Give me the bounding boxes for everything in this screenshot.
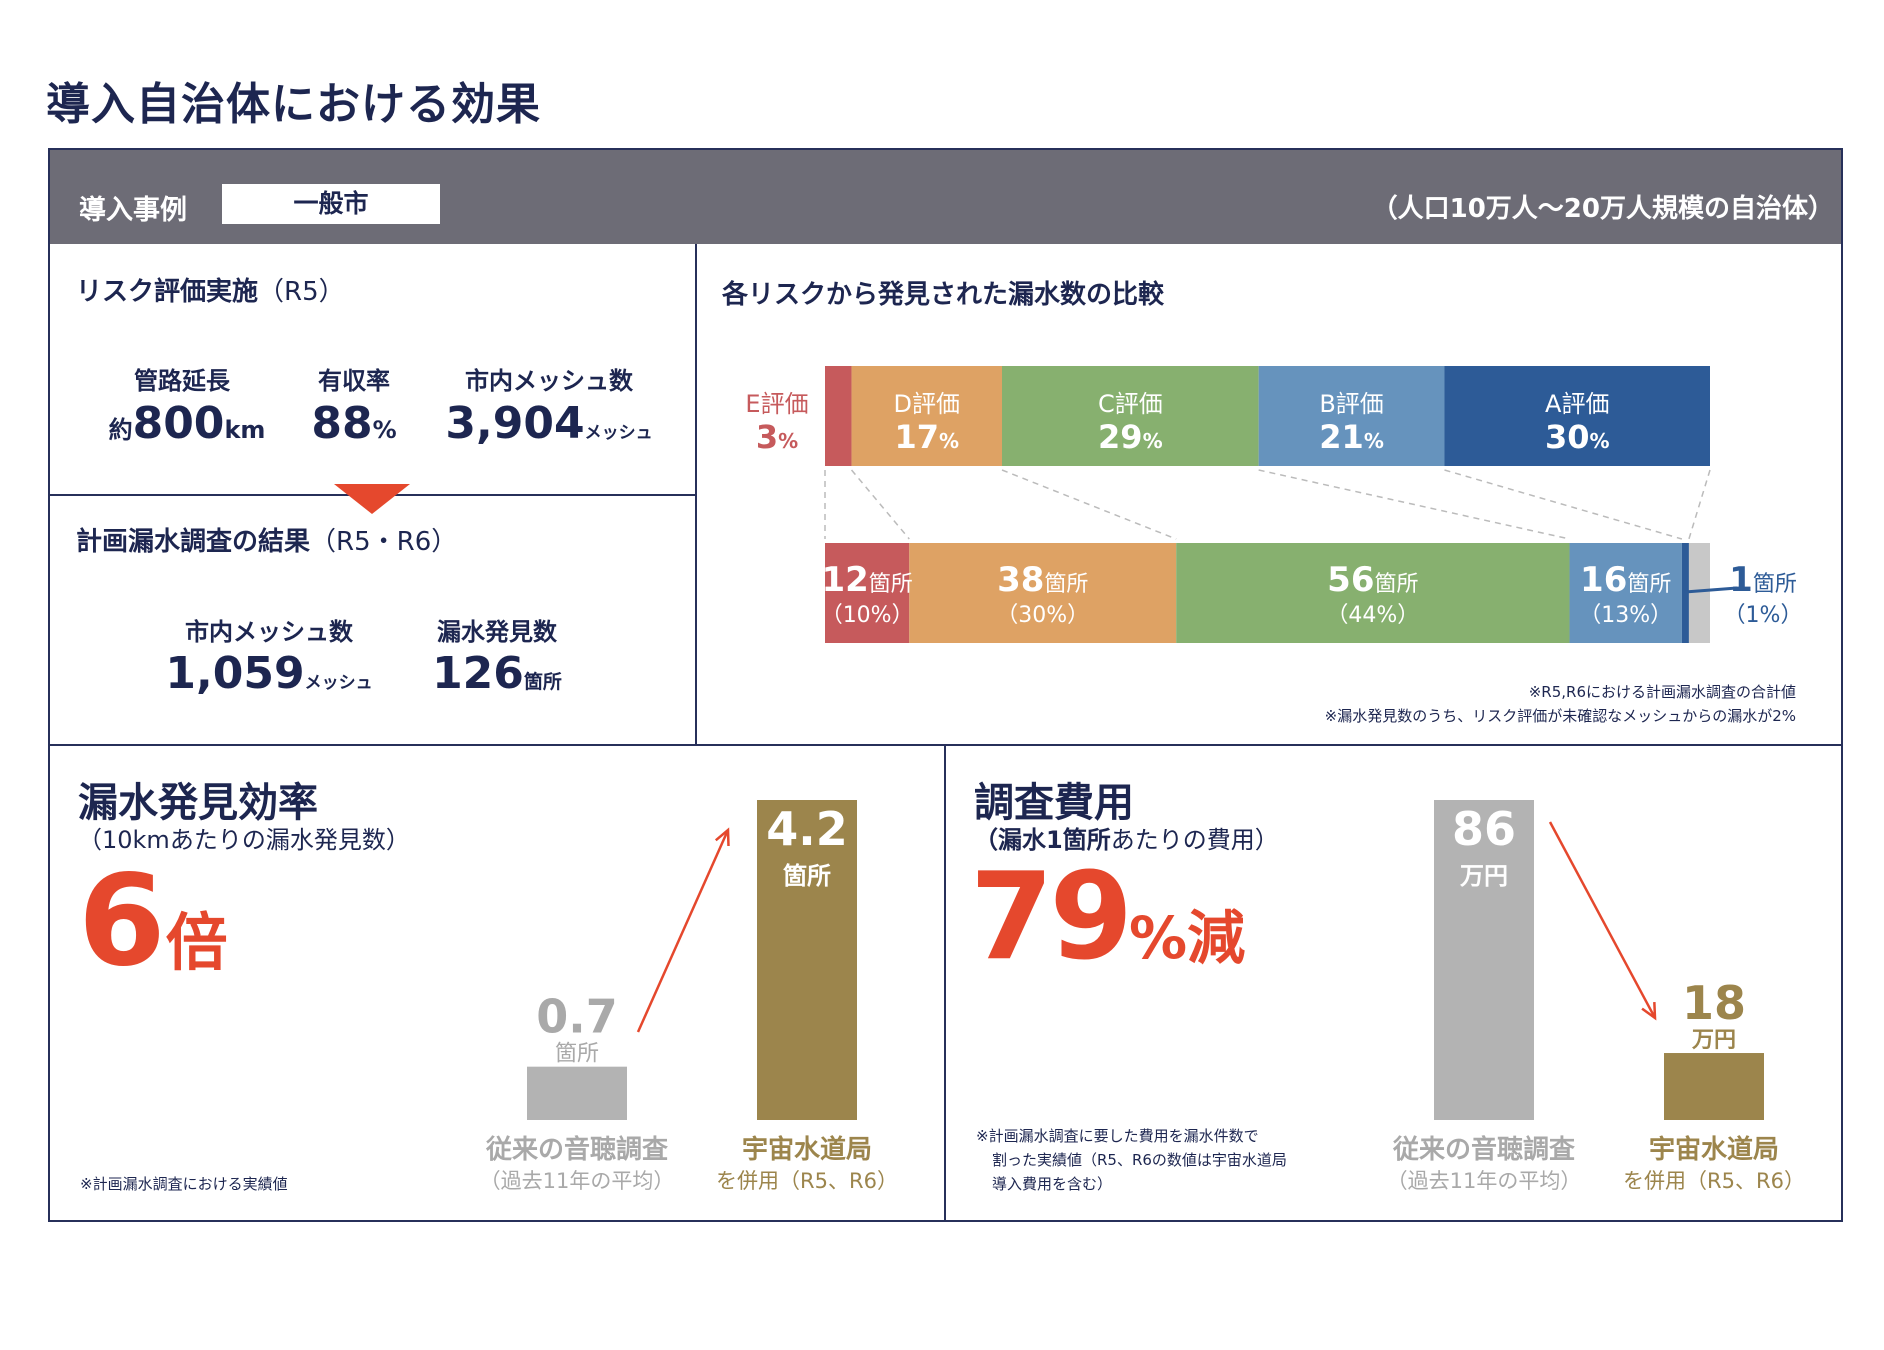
bar-unit-1: 万円 xyxy=(1691,1028,1736,1053)
risk-label-B評価: B評価 xyxy=(1319,390,1383,418)
stat-label-revenue-rate: 有収率 xyxy=(318,367,390,395)
bar-1 xyxy=(757,800,857,1120)
trend-arrow-head xyxy=(1641,1001,1657,1021)
connector-line xyxy=(1688,469,1711,540)
risk-label-D評価: D評価 xyxy=(894,390,960,418)
connector-line xyxy=(1001,469,1177,540)
trend-arrow-line xyxy=(636,829,730,1033)
risk-segment-D評価 xyxy=(851,366,1002,466)
leak-count-2: 56箇所 xyxy=(1327,560,1418,600)
comparison-note-1: ※R5,R6における計画漏水調査の合計値 xyxy=(1528,683,1796,701)
bar-sublabel-1: を併用（R5、R6） xyxy=(1623,1169,1805,1193)
bar-0 xyxy=(1434,800,1534,1120)
leak-segment-3 xyxy=(1569,543,1682,643)
leak-count-0: 12箇所 xyxy=(821,560,912,600)
bar-category-0: 従来の音聴調査 xyxy=(485,1134,668,1165)
risk-segment-C評価 xyxy=(1002,366,1259,466)
leak-count-4: 1箇所 xyxy=(1729,560,1797,600)
city-badge: 一般市 xyxy=(222,184,440,224)
leak-segment-0 xyxy=(825,543,910,643)
survey-title: 計画漏水調査の結果（R5・R6） xyxy=(76,527,458,557)
leak-count-3: 16箇所 xyxy=(1580,560,1671,600)
bar-1 xyxy=(1664,1053,1764,1120)
cost-title: 調査費用 xyxy=(974,780,1134,826)
risk-label-A評価: A評価 xyxy=(1545,390,1609,418)
bar-category-0: 従来の音聴調査 xyxy=(1392,1134,1575,1165)
leak-segment-unconfirmed xyxy=(1688,543,1710,643)
bar-value-0: 0.7 xyxy=(536,990,618,1044)
cost-note-3: 導入費用を含む） xyxy=(992,1175,1113,1193)
down-arrow-icon xyxy=(334,484,410,514)
risk-value-C評価: 29% xyxy=(1098,418,1163,456)
risk-segment-A評価 xyxy=(1444,366,1710,466)
stat-mesh-count: 3,904メッシュ xyxy=(445,398,653,449)
leak-percent-0: （10%） xyxy=(821,603,914,628)
risk-label-C評価: C評価 xyxy=(1098,390,1163,418)
cost-subtitle: （漏水1箇所あたりの費用） xyxy=(974,826,1279,854)
survey-label-mesh: 市内メッシュ数 xyxy=(185,618,353,646)
population-note: （人口10万人～20万人規模の自治体） xyxy=(1371,194,1834,224)
survey-leak-count: 126箇所 xyxy=(432,648,562,699)
survey-mesh-count: 1,059メッシュ xyxy=(165,648,373,699)
bar-unit-0: 万円 xyxy=(1460,862,1508,890)
risk-segment-B評価 xyxy=(1258,366,1445,466)
leak-percent-1: （30%） xyxy=(996,603,1089,628)
bar-value-0: 86 xyxy=(1452,802,1516,856)
connector-line xyxy=(850,469,910,540)
leak-segment-1 xyxy=(909,543,1177,643)
bar-value-1: 4.2 xyxy=(766,802,848,856)
bar-unit-1: 箇所 xyxy=(783,862,831,890)
efficiency-subtitle: （10kmあたりの漏水発見数） xyxy=(78,826,410,854)
connector-line xyxy=(1258,469,1570,540)
risk-label-E: E評価 xyxy=(745,390,808,418)
cost-highlight: 79%減 xyxy=(970,848,1246,987)
page-title: 導入自治体における効果 xyxy=(46,79,541,130)
bar-0 xyxy=(527,1066,627,1120)
risk-segment-E評価 xyxy=(825,366,852,466)
bar-sublabel-0: （過去11年の平均） xyxy=(480,1169,675,1193)
stat-label-pipe-length: 管路延長 xyxy=(134,367,230,395)
case-label: 導入事例 xyxy=(79,195,187,226)
risk-value-A評価: 30% xyxy=(1545,418,1610,456)
cost-note-2: 割った実績値（R5、R6の数値は宇宙水道局 xyxy=(992,1151,1287,1169)
bar-category-1: 宇宙水道局 xyxy=(742,1134,872,1165)
risk-value-D評価: 17% xyxy=(894,418,959,456)
trend-arrow-head xyxy=(714,827,730,847)
content-frame xyxy=(48,148,1843,1222)
risk-value-B評価: 21% xyxy=(1319,418,1384,456)
leak-segment-2 xyxy=(1176,543,1570,643)
divider-vertical-bottom xyxy=(944,744,946,1220)
bar-category-1: 宇宙水道局 xyxy=(1649,1134,1779,1165)
stat-pipe-length: 約800km xyxy=(108,398,266,449)
cost-note-1: ※計画漏水調査に要した費用を漏水件数で xyxy=(976,1127,1259,1145)
stat-revenue-rate: 88% xyxy=(311,398,397,449)
bar-sublabel-1: を併用（R5、R6） xyxy=(716,1169,898,1193)
trend-arrow-line xyxy=(1548,821,1657,1019)
efficiency-chart: 0.7箇所従来の音聴調査（過去11年の平均）4.2箇所宇宙水道局を併用（R5、R… xyxy=(480,800,898,1193)
efficiency-note: ※計画漏水調査における実績値 xyxy=(80,1175,288,1193)
bar-value-1: 18 xyxy=(1682,976,1746,1030)
bar-sublabel-0: （過去11年の平均） xyxy=(1387,1169,1582,1193)
leak-percent-4: （1%） xyxy=(1724,603,1803,628)
risk-value-E: 3% xyxy=(756,418,798,456)
comparison-note-2: ※漏水発見数のうち、リスク評価が未確認なメッシュからの漏水が2% xyxy=(1324,707,1796,725)
survey-label-leaks: 漏水発見数 xyxy=(437,618,557,646)
divider-vertical-top xyxy=(695,244,697,745)
leak-count-1: 38箇所 xyxy=(997,560,1088,600)
risk-eval-title: リスク評価実施（R5） xyxy=(76,277,345,307)
efficiency-title: 漏水発見効率 xyxy=(78,780,318,826)
stat-label-mesh-count: 市内メッシュ数 xyxy=(465,367,633,395)
bar-unit-0: 箇所 xyxy=(555,1042,599,1067)
efficiency-highlight: 6倍 xyxy=(78,847,228,994)
leak-callout-line xyxy=(1684,586,1738,594)
comparison-chart-title: 各リスクから発見された漏水数の比較 xyxy=(722,280,1165,310)
connector-line xyxy=(1444,469,1683,540)
leak-percent-3: （13%） xyxy=(1579,603,1672,628)
leak-percent-2: （44%） xyxy=(1326,603,1419,628)
